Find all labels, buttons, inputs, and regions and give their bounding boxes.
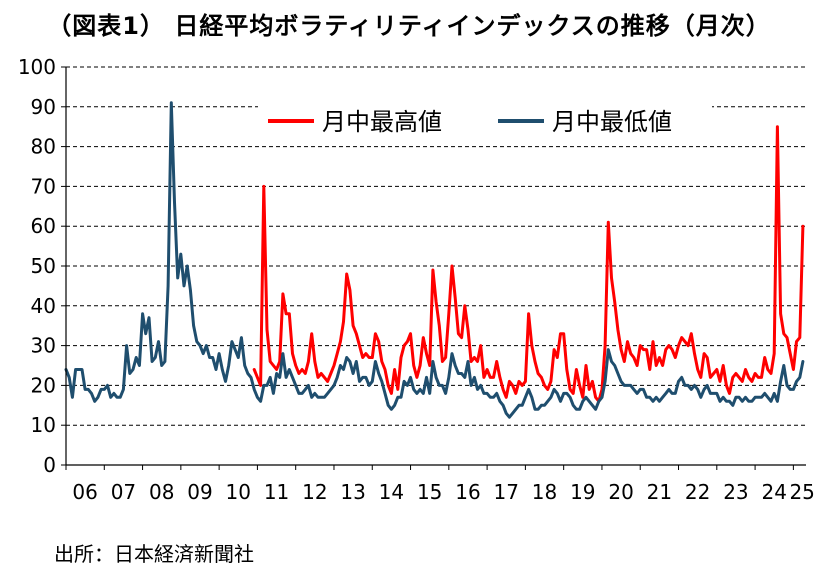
x-tick-label: 06 bbox=[72, 480, 97, 504]
x-tick-label: 07 bbox=[111, 480, 136, 504]
x-tick-label: 14 bbox=[379, 480, 404, 504]
x-tick-label: 20 bbox=[608, 480, 633, 504]
x-tick-label: 21 bbox=[647, 480, 672, 504]
x-tick-label: 17 bbox=[494, 480, 519, 504]
y-tick-label: 60 bbox=[31, 214, 56, 238]
x-tick-label: 15 bbox=[417, 480, 442, 504]
x-tick-label: 25 bbox=[789, 480, 814, 504]
x-tick-label: 08 bbox=[149, 480, 174, 504]
chart-source: 出所：日本経済新聞社 bbox=[54, 542, 254, 566]
y-tick-label: 70 bbox=[31, 174, 56, 198]
x-tick-label: 23 bbox=[723, 480, 748, 504]
x-tick-label: 10 bbox=[226, 480, 251, 504]
x-tick-label: 24 bbox=[761, 480, 786, 504]
series-layer bbox=[64, 101, 805, 419]
y-tick-label: 100 bbox=[18, 55, 56, 79]
y-tick-label: 20 bbox=[31, 373, 56, 397]
x-tick-label: 11 bbox=[264, 480, 289, 504]
x-tick-label: 09 bbox=[187, 480, 212, 504]
x-tick-label: 19 bbox=[570, 480, 595, 504]
legend-layer: 月中最高値 月中最低値 bbox=[258, 98, 712, 146]
legend-label-monthly-high: 月中最高値 bbox=[322, 108, 442, 136]
y-tick-label: 30 bbox=[31, 334, 56, 358]
series-line-monthly-high bbox=[252, 125, 805, 403]
axis-layer: 0 10 20 30 40 50 60 70 80 90 100 06 07 08 09 10 11 12 13 14… bbox=[18, 55, 815, 504]
x-tick-label: 18 bbox=[532, 480, 557, 504]
y-tick-label: 50 bbox=[31, 254, 56, 278]
legend-label-monthly-low: 月中最低値 bbox=[552, 108, 672, 136]
x-tick-label: 13 bbox=[340, 480, 365, 504]
x-tick-label: 12 bbox=[302, 480, 327, 504]
y-tick-label: 90 bbox=[31, 95, 56, 119]
chart-title: （図表1） 日経平均ボラティリティインデックスの推移（月次） bbox=[47, 12, 771, 40]
y-tick-label: 80 bbox=[31, 135, 56, 159]
x-tick-label: 22 bbox=[685, 480, 710, 504]
y-tick-label: 0 bbox=[43, 453, 56, 477]
legend-background bbox=[258, 98, 712, 146]
series-line-monthly-low bbox=[64, 101, 805, 419]
y-tick-label: 10 bbox=[31, 413, 56, 437]
x-tick-label: 16 bbox=[455, 480, 480, 504]
y-tick-label: 40 bbox=[31, 294, 56, 318]
